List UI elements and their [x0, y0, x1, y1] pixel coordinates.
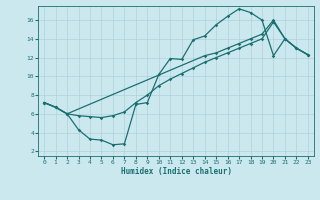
X-axis label: Humidex (Indice chaleur): Humidex (Indice chaleur): [121, 167, 231, 176]
